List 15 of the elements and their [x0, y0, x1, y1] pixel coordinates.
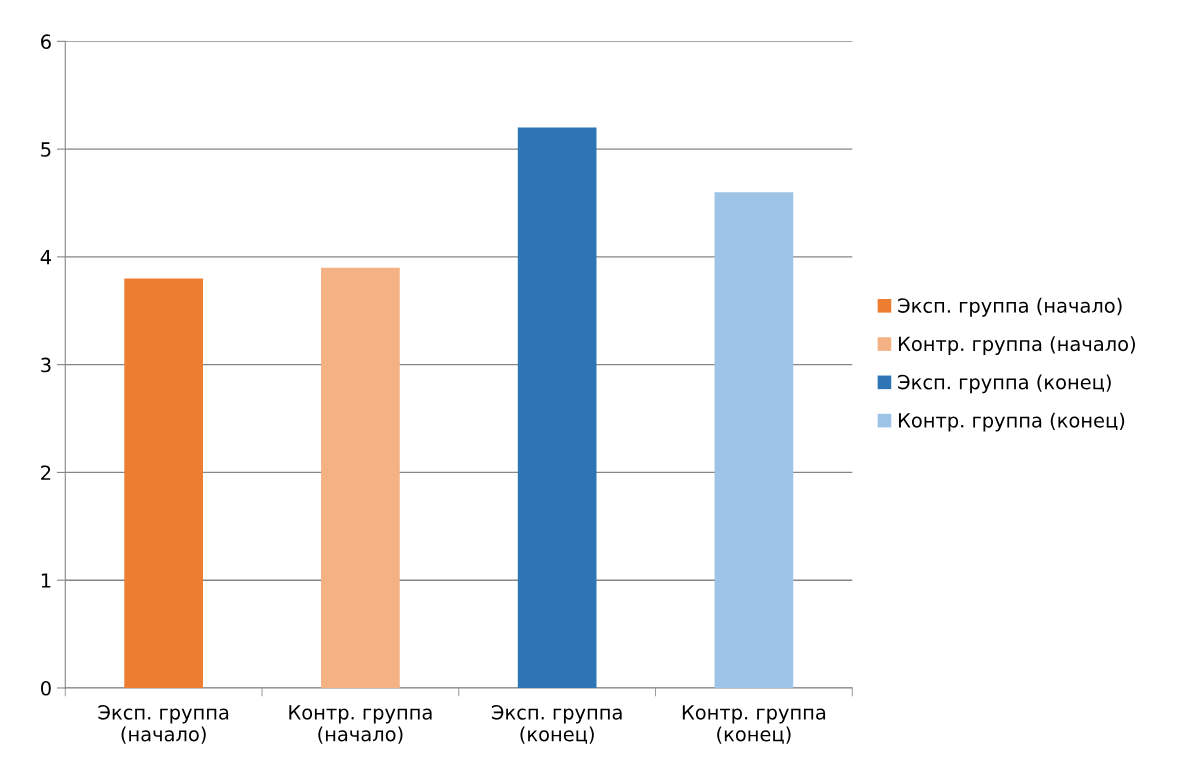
y-tick-label: 5 [41, 142, 51, 157]
x-tick-label: Эксп. группа (конец) [491, 704, 622, 744]
y-tick-label: 3 [41, 357, 51, 373]
y-tick-label: 2 [41, 465, 51, 480]
y-tick-label: 0 [41, 680, 51, 696]
legend-label: Контр. группа (конец) [898, 412, 1125, 432]
x-tick-label: Эксп. группа (начало) [98, 704, 229, 744]
x-tick-label: Контр. группа (конец) [682, 705, 826, 744]
legend-label: Эксп. группа (начало) [898, 297, 1122, 317]
y-tick-label: 1 [41, 573, 51, 588]
legend-label: Контр. группа (начало) [898, 336, 1135, 355]
legend-label: Эксп. группа (конец) [898, 374, 1111, 394]
x-tick-label: Контр. группа (начало) [289, 705, 432, 744]
y-tick-label: 4 [40, 250, 51, 265]
y-tick-label: 6 [41, 34, 51, 49]
